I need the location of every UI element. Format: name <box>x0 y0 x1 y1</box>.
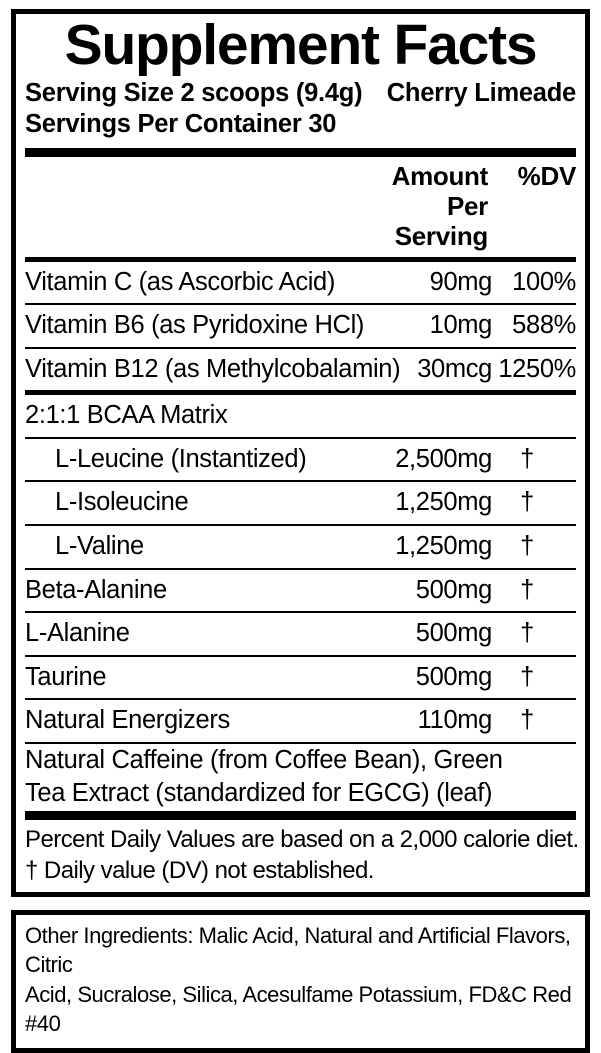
table-row: Vitamin B12 (as Methylcobalamin) 30mcg 1… <box>25 349 576 391</box>
table-row: Beta-Alanine 500mg † <box>25 570 576 612</box>
header-daily-value: %DV <box>517 160 577 191</box>
divider-under-header <box>25 256 576 262</box>
energizers-description-line-2: Tea Extract (standardized for EGCG) (lea… <box>25 778 493 807</box>
row-name: Taurine <box>25 662 107 691</box>
row-amount: 2,500mg <box>395 444 492 473</box>
blend-title: 2:1:1 BCAA Matrix <box>25 401 228 430</box>
row-name: Natural Energizers <box>25 706 230 735</box>
row-daily-value: † <box>520 619 534 648</box>
row-daily-value: 588% <box>512 311 576 340</box>
row-divider <box>25 567 576 570</box>
serving-size-row: Serving Size 2 scoops (9.4g) Cherry Lime… <box>25 78 576 109</box>
row-divider <box>25 742 576 745</box>
divider-thick-footnotes <box>25 811 576 821</box>
row-divider <box>25 480 576 483</box>
energizers-description: Natural Caffeine (from Coffee Bean), Gre… <box>25 744 576 809</box>
row-divider <box>25 654 576 657</box>
table-row: Taurine 500mg † <box>25 657 576 699</box>
row-amount: 500mg <box>415 662 493 691</box>
supplement-facts-label: Supplement Facts Serving Size 2 scoops (… <box>11 9 590 1053</box>
table-row: L-Valine 1,250mg † <box>25 526 576 568</box>
row-name: Vitamin B12 (as Methylcobalamin) <box>25 354 401 383</box>
header-amount-per-serving: Amount Per Serving <box>391 160 489 251</box>
footnotes: Percent Daily Values are based on a 2,00… <box>25 820 579 891</box>
row-divider <box>25 346 576 349</box>
row-name: L-Valine <box>55 532 144 561</box>
row-name: Beta-Alanine <box>25 575 167 604</box>
row-amount: 10mg <box>429 311 493 340</box>
row-name: Vitamin C (as Ascorbic Acid) <box>25 267 336 296</box>
other-ingredients-text: Other Ingredients: Malic Acid, Natural a… <box>25 921 576 1039</box>
row-daily-value: † <box>520 575 534 604</box>
row-daily-value: † <box>520 706 534 735</box>
row-amount: 30mcg <box>417 354 492 383</box>
other-ingredients-panel: Other Ingredients: Malic Acid, Natural a… <box>11 909 590 1053</box>
supplement-facts-panel: Supplement Facts Serving Size 2 scoops (… <box>11 9 590 897</box>
footnote-dagger: † Daily value (DV) not established. <box>25 857 374 885</box>
row-daily-value: † <box>520 662 534 691</box>
table-row: Natural Energizers 110mg † <box>25 700 576 742</box>
table-row: L-Isoleucine 1,250mg † <box>25 482 576 524</box>
serving-info: Serving Size 2 scoops (9.4g) Cherry Lime… <box>25 78 576 144</box>
other-ingredients-line-2: Acid, Sucralose, Silica, Acesulfame Pota… <box>25 981 572 1037</box>
row-amount: 500mg <box>415 575 493 604</box>
row-divider <box>25 436 576 439</box>
row-amount: 90mg <box>429 267 493 296</box>
row-name: L-Leucine (Instantized) <box>55 444 307 473</box>
energizers-description-line-1: Natural Caffeine (from Coffee Bean), Gre… <box>25 746 503 775</box>
row-name: L-Isoleucine <box>55 488 189 517</box>
nutrition-table: Amount Per Serving %DV Vitamin C (as Asc… <box>25 157 576 809</box>
row-name: Vitamin B6 (as Pyridoxine HCl) <box>25 311 365 340</box>
row-divider <box>25 698 576 701</box>
row-daily-value: † <box>520 444 534 473</box>
row-amount: 1,250mg <box>395 532 492 561</box>
row-divider <box>25 524 576 527</box>
row-divider <box>25 611 576 614</box>
row-daily-value: 100% <box>512 267 576 296</box>
row-divider <box>25 303 576 306</box>
row-amount: 1,250mg <box>395 488 492 517</box>
row-amount: 500mg <box>415 619 493 648</box>
header-spacer <box>25 157 366 257</box>
footnote-daily-values: Percent Daily Values are based on a 2,00… <box>25 826 579 854</box>
other-ingredients-line-1: Other Ingredients: Malic Acid, Natural a… <box>25 922 571 978</box>
divider-thick-top <box>25 147 576 157</box>
row-name: L-Alanine <box>25 619 130 648</box>
page-title: Supplement Facts <box>64 13 538 77</box>
blend-title-row: 2:1:1 BCAA Matrix <box>25 395 576 437</box>
table-header-row: Amount Per Serving %DV <box>25 157 577 257</box>
row-daily-value: † <box>520 532 534 561</box>
row-daily-value: 1250% <box>498 354 576 383</box>
flavor-text: Cherry Limeade <box>386 79 577 108</box>
table-row: L-Leucine (Instantized) 2,500mg † <box>25 439 576 481</box>
servings-per-container-row: Servings Per Container 30 <box>25 110 337 139</box>
divider-before-blend <box>25 390 576 396</box>
table-row: L-Alanine 500mg † <box>25 613 576 655</box>
table-row: Vitamin C (as Ascorbic Acid) 90mg 100% <box>25 262 576 304</box>
row-amount: 110mg <box>417 706 493 735</box>
row-daily-value: † <box>520 488 534 517</box>
table-row: Vitamin B6 (as Pyridoxine HCl) 10mg 588% <box>25 305 576 347</box>
energizers-description-row: Natural Caffeine (from Coffee Bean), Gre… <box>25 744 576 809</box>
serving-size-text: Serving Size 2 scoops (9.4g) <box>25 79 363 108</box>
